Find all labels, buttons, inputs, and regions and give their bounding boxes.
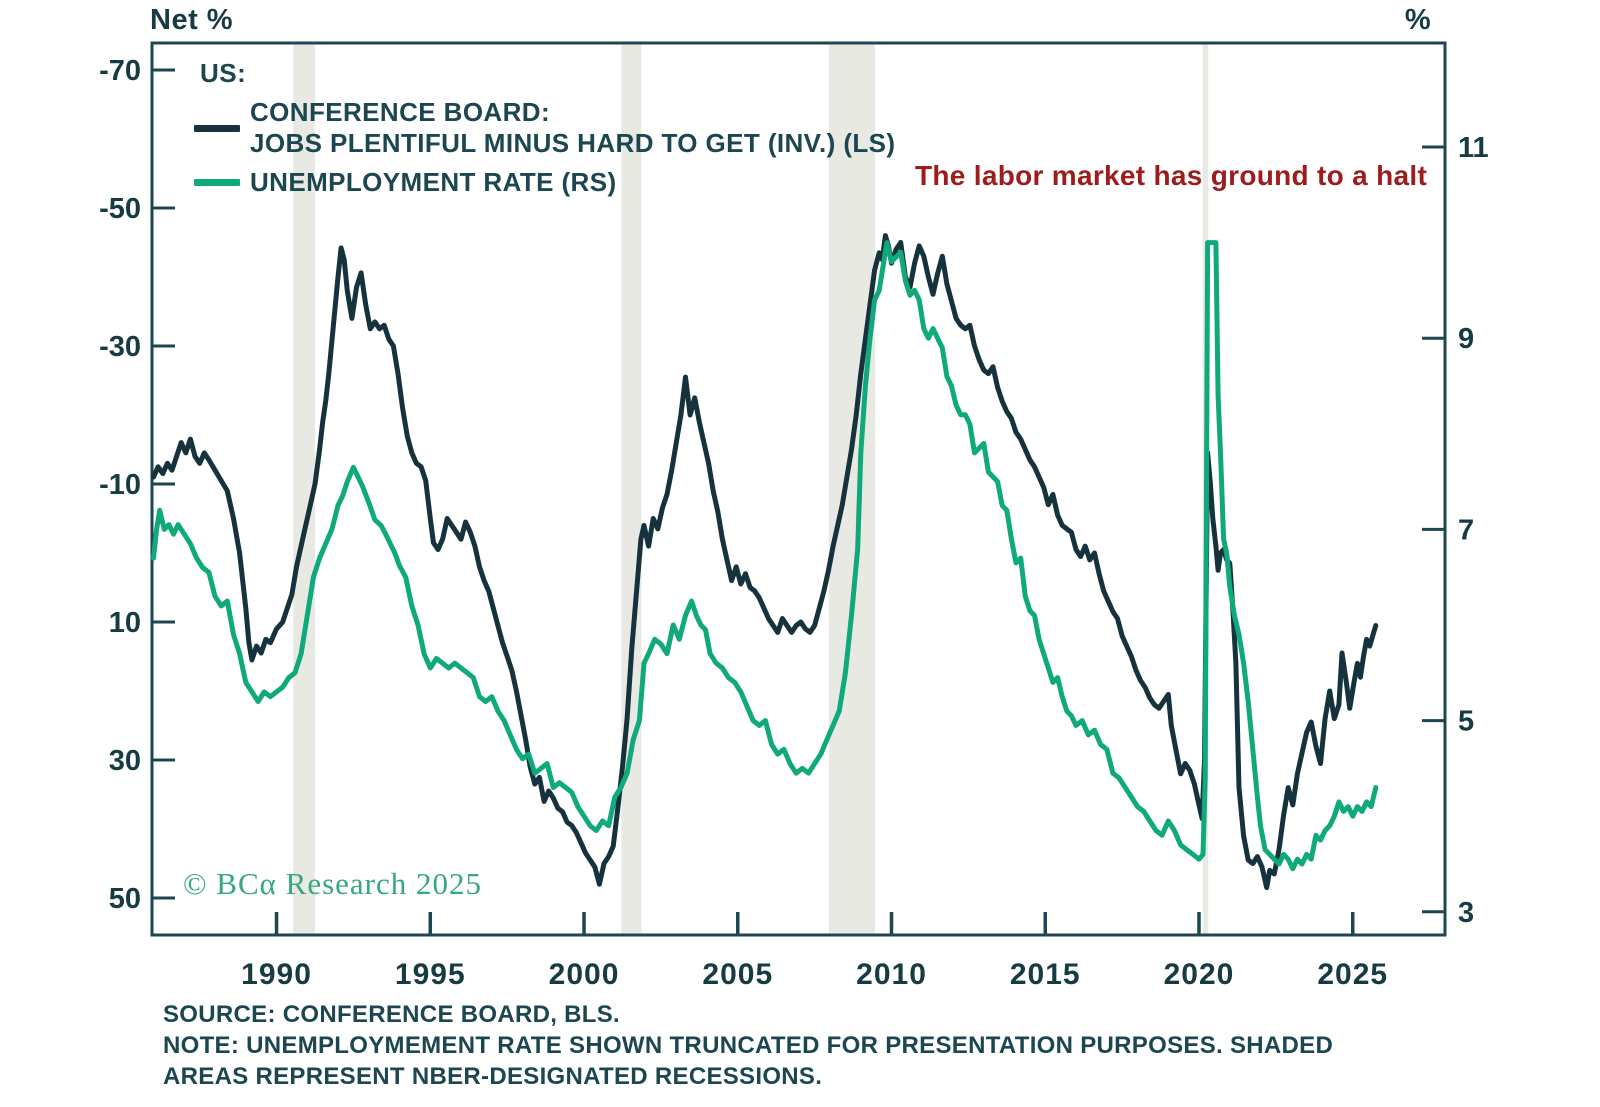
x-axis-tick-label: 2005 — [702, 958, 773, 991]
x-axis-tick-label: 2025 — [1317, 958, 1388, 991]
right-axis-tick-label: 11 — [1458, 132, 1489, 164]
x-axis-tick-label: 1990 — [241, 958, 312, 991]
plot-frame — [150, 41, 1447, 937]
left-axis-tick-label: 10 — [109, 607, 141, 639]
legend-label-line: CONFERENCE BOARD: — [250, 97, 551, 127]
unemployment-series-swatch-icon — [194, 179, 240, 186]
right-axis-tick-label: 9 — [1458, 323, 1474, 355]
right-axis-tick-label: 7 — [1458, 514, 1474, 546]
x-axis-tick-label: 2015 — [1010, 958, 1081, 991]
legend-group-label: US: — [200, 58, 247, 88]
recession-band — [828, 44, 875, 934]
right-axis-tick-label: 5 — [1458, 706, 1474, 738]
annotation-text: The labor market has ground to a halt — [915, 160, 1428, 191]
left-axis-tick-label: -50 — [99, 193, 141, 225]
unemployment-rate-line — [151, 240, 1379, 872]
recession-band — [621, 44, 642, 934]
x-axis-tick-label: 1995 — [395, 958, 466, 991]
left-axis-tick-label: 30 — [109, 745, 141, 777]
note-line: AREAS REPRESENT NBER-DESIGNATED RECESSIO… — [163, 1063, 823, 1090]
left-axis-title: Net % — [150, 4, 234, 36]
legend-label-line: UNEMPLOYMENT RATE (RS) — [250, 167, 617, 197]
right-axis-tick-label: 3 — [1458, 897, 1474, 929]
jobs-plentiful-series-swatch-icon — [194, 125, 240, 132]
recession-band — [293, 44, 315, 934]
right-axis-title: % — [1404, 4, 1432, 36]
x-axis-tick-label: 2010 — [856, 958, 927, 991]
note-line: NOTE: UNEMPLOYMEMENT RATE SHOWN TRUNCATE… — [163, 1032, 1334, 1059]
left-axis-tick-label: 50 — [109, 883, 141, 915]
left-axis-tick-label: -10 — [99, 469, 141, 501]
legend-item-unemployment: UNEMPLOYMENT RATE (RS) — [250, 167, 617, 198]
footer-notes: SOURCE: CONFERENCE BOARD, BLS. NOTE: UNE… — [163, 999, 1333, 1092]
jobs-plentiful-minus-hard-to-get-line — [151, 233, 1379, 891]
source-line: SOURCE: CONFERENCE BOARD, BLS. — [163, 1001, 621, 1028]
left-axis-tick-label: -30 — [99, 331, 141, 363]
x-axis-tick-label: 2000 — [549, 958, 620, 991]
legend-item-jobs-plentiful: CONFERENCE BOARD: JOBS PLENTIFUL MINUS H… — [250, 97, 896, 159]
left-axis-tick-label: -70 — [99, 55, 141, 87]
legend-label-line: JOBS PLENTIFUL MINUS HARD TO GET (INV.) … — [250, 128, 896, 158]
x-axis-tick-label: 2020 — [1164, 958, 1235, 991]
watermark-copyright: © BCα Research 2025 — [183, 866, 482, 901]
